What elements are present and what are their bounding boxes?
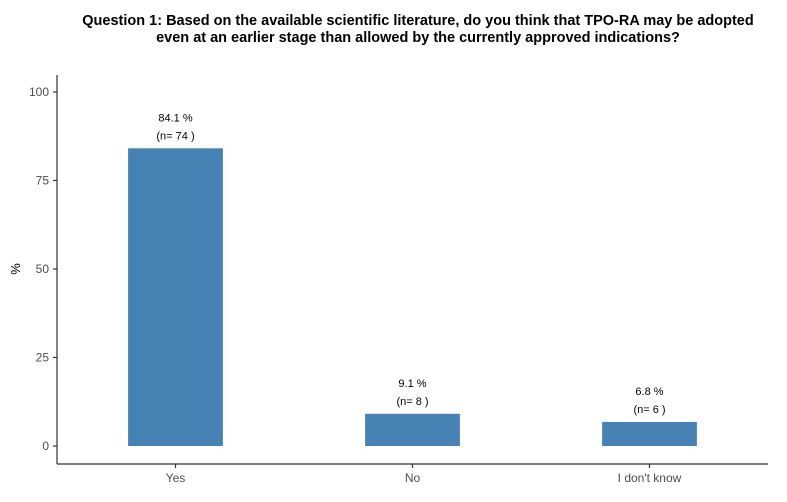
bar-1 [365,413,460,446]
bar-count-label: (n= 8 ) [396,396,428,408]
y-tick-label: 50 [36,262,50,276]
y-tick-label: 100 [29,85,49,99]
data-labels: 84.1 % (n= 74 ) 9.1 % (n= 8 ) 6.8 % (n= 6 ) [156,112,665,416]
y-axis-title: % [8,263,23,275]
bar-count-label: (n= 74 ) [156,130,194,142]
bar-percent-label: 84.1 % [158,112,192,124]
x-tick-label: No [405,471,421,485]
bar-percent-label: 9.1 % [398,378,426,390]
bar-2 [602,421,697,446]
y-axis-ticks: 0 25 50 75 100 [29,85,57,453]
bars-group [128,148,697,446]
y-tick-label: 0 [42,439,49,453]
x-tick-label: I don't know [618,471,682,485]
x-axis-ticks: Yes No I don't know [166,464,682,485]
x-tick-label: Yes [166,471,186,485]
bar-percent-label: 6.8 % [635,386,663,398]
y-tick-label: 25 [36,351,50,365]
y-tick-label: 75 [36,174,50,188]
chart-title-line-1: Question 1: Based on the available scien… [82,13,753,29]
bar-count-label: (n= 6 ) [633,404,665,416]
chart-title-line-2: even at an earlier stage than allowed by… [156,30,680,46]
bar-0 [128,148,223,446]
